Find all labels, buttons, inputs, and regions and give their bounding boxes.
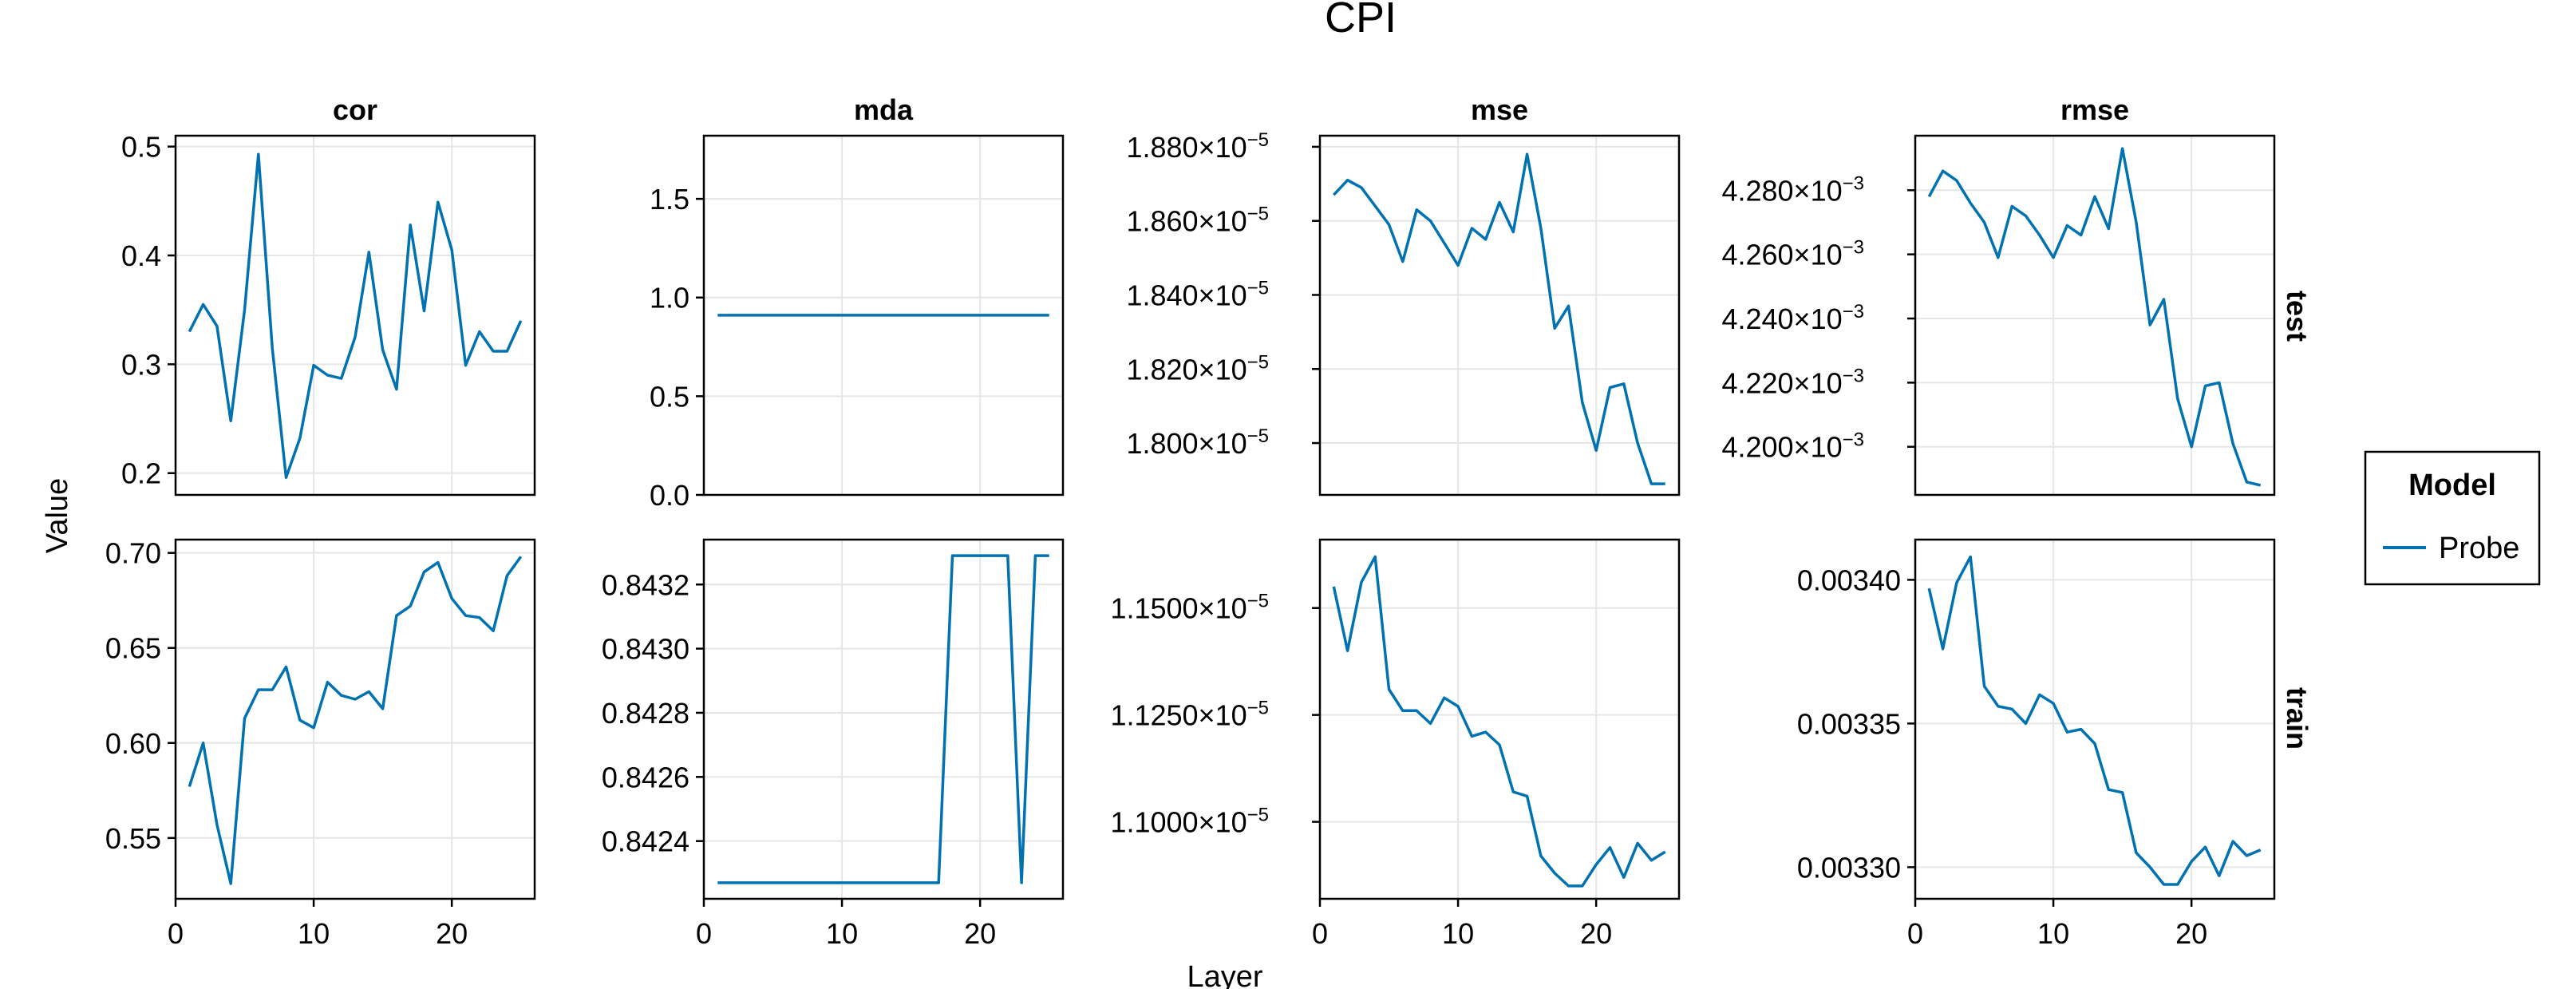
series-line-probe	[1333, 152, 1665, 485]
plot-frame	[1914, 538, 2276, 900]
y-tick-label: 0.8430	[602, 633, 689, 666]
x-axis-label: Layer	[1187, 960, 1262, 989]
panel-title-rmse: rmse	[2060, 93, 2129, 126]
figure-title: CPI	[1325, 0, 1397, 42]
y-tick-exponent: −5	[1247, 591, 1269, 612]
panel-5: 0.8424 0.8426 0.8428 0.8430 0.8432 0 10 20	[602, 538, 1065, 950]
row-label-test: test	[2281, 291, 2313, 342]
y-tick-label: 0.5	[650, 380, 689, 413]
y-tick-label: 4.220×10−3	[1721, 365, 1864, 399]
y-tick-exponent: −3	[1843, 172, 1864, 194]
y-tick-label: 0.00330	[1797, 851, 1901, 884]
y-tick-exponent: −5	[1247, 204, 1269, 225]
panel-0: cor 0.2 0.3 0.4 0.5	[121, 93, 536, 496]
y-tick-label: 1.800×10−5	[1126, 425, 1269, 460]
y-tick-label: 0.65	[105, 632, 161, 665]
y-tick-exponent: −5	[1247, 425, 1269, 447]
y-tick-exponent: −5	[1247, 698, 1269, 719]
y-tick-label: 1.820×10−5	[1126, 351, 1269, 386]
y-axis-label: Value	[41, 478, 74, 553]
series-line-probe	[1927, 147, 2262, 487]
panel-title-mda: mda	[854, 93, 914, 126]
y-tick-label: 4.280×10−3	[1721, 172, 1864, 207]
panel-7: 0.00330 0.00335 0.00340 0 10 20	[1797, 538, 2276, 950]
y-tick-exponent: −3	[1843, 301, 1864, 322]
x-tick-label: 0	[168, 917, 184, 950]
plot-frame	[1914, 134, 2276, 496]
panel-4: 0.55 0.60 0.65 0.70 0 10 20	[105, 537, 536, 950]
series-line-probe	[1927, 555, 2262, 886]
y-tick-label: 0.8424	[602, 825, 689, 858]
plot-frame	[1318, 134, 1681, 496]
y-tick-label: 0.60	[105, 727, 161, 760]
legend-box	[2364, 450, 2541, 586]
y-tick-exponent: −5	[1247, 277, 1269, 299]
y-tick-label: 0.70	[105, 537, 161, 570]
x-tick-label: 20	[2175, 917, 2207, 950]
x-tick-label: 0	[696, 917, 712, 950]
y-tick-label: 0.00335	[1797, 707, 1901, 740]
plot-frame	[1318, 538, 1681, 900]
y-tick-label: 0.5	[121, 131, 161, 164]
y-tick-label: 1.1250×10−5	[1110, 698, 1269, 732]
y-tick-label: 1.860×10−5	[1126, 204, 1269, 238]
x-tick-label: 0	[1907, 917, 1923, 950]
y-tick-label: 1.0	[650, 282, 689, 315]
panel-1: mda 0.0 0.5 1.0 1.5	[650, 93, 1065, 512]
x-tick-label: 20	[1580, 917, 1612, 950]
series-line-probe	[717, 554, 1049, 884]
y-tick-label: 0.8432	[602, 568, 689, 601]
y-tick-exponent: −3	[1843, 429, 1864, 451]
y-tick-exponent: −3	[1843, 237, 1864, 259]
y-tick-label: 0.3	[121, 348, 161, 381]
plot-frame	[702, 538, 1065, 900]
x-tick-label: 10	[2037, 917, 2069, 950]
plot-frame	[174, 538, 536, 900]
series-line-probe	[1332, 555, 1666, 888]
y-tick-label: 4.200×10−3	[1721, 429, 1864, 464]
y-tick-label: 4.240×10−3	[1721, 301, 1864, 335]
y-tick-label: 0.00340	[1797, 564, 1901, 596]
x-tick-label: 10	[826, 917, 858, 950]
y-tick-label: 0.8426	[602, 761, 689, 793]
y-tick-exponent: −5	[1247, 351, 1269, 373]
series-line-probe	[188, 152, 523, 479]
x-tick-label: 10	[298, 917, 330, 950]
legend-title: Model	[2408, 469, 2496, 502]
panel-3: rmse 4.200×10−3 4.220×10−3 4.240×10−3 4.260×…	[1721, 93, 2276, 496]
panel-title-mse: mse	[1471, 93, 1528, 126]
panels-group: cor 0.2 0.3 0.4 0.5 mda 0.0 0.5 1.0 1.5 mse 1.800×1…	[105, 93, 2276, 950]
y-tick-label: 1.1500×10−5	[1110, 591, 1269, 625]
y-tick-label: 4.260×10−3	[1721, 237, 1864, 271]
panel-6: 1.1000×10−5 1.1250×10−5 1.1500×10−5 0 10 20	[1110, 538, 1681, 950]
x-tick-label: 20	[964, 917, 996, 950]
y-tick-label: 1.5	[650, 183, 689, 216]
y-tick-label: 0.4	[121, 239, 161, 272]
plot-frame	[174, 134, 536, 496]
legend-label-probe: Probe	[2439, 532, 2519, 565]
x-tick-label: 10	[1442, 917, 1474, 950]
y-tick-label: 0.2	[121, 457, 161, 490]
y-tick-exponent: −5	[1247, 129, 1269, 151]
x-tick-label: 0	[1312, 917, 1328, 950]
y-tick-label: 0.0	[650, 479, 689, 512]
series-line-probe	[188, 556, 523, 885]
y-tick-label: 1.1000×10−5	[1110, 805, 1269, 839]
y-tick-label: 0.8428	[602, 697, 689, 730]
panel-title-cor: cor	[333, 93, 377, 126]
y-tick-exponent: −3	[1843, 365, 1864, 386]
x-tick-label: 20	[436, 917, 468, 950]
plot-frame	[702, 134, 1065, 496]
y-tick-label: 1.840×10−5	[1126, 277, 1269, 311]
panel-2: mse 1.800×10−5 1.820×10−5 1.840×10−5 1.860×1…	[1126, 93, 1681, 496]
row-label-train: train	[2281, 687, 2313, 750]
y-tick-exponent: −5	[1247, 805, 1269, 826]
y-tick-label: 0.55	[105, 822, 161, 855]
legend: Model Probe	[2364, 450, 2541, 586]
y-tick-label: 1.880×10−5	[1126, 129, 1269, 164]
